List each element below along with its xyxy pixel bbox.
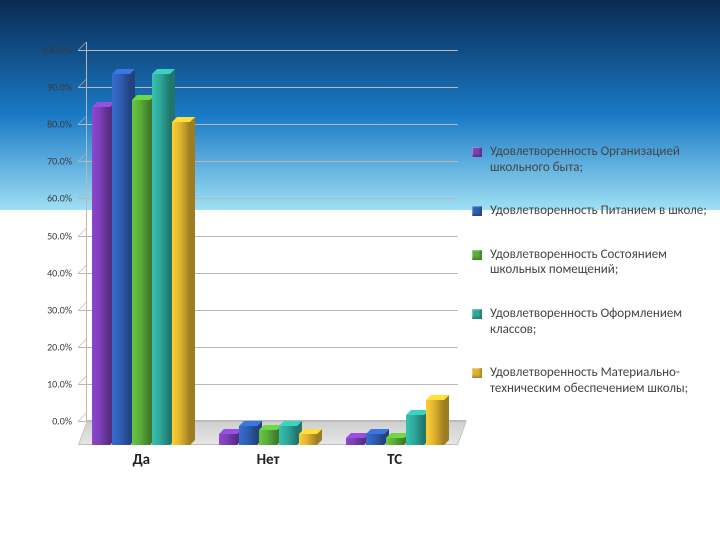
y-tick-label: 30.0%	[47, 303, 72, 316]
legend-swatch	[472, 147, 482, 157]
legend-swatch	[472, 309, 482, 319]
x-category-label: Нет	[257, 451, 280, 469]
x-category-label: ТС	[387, 451, 402, 469]
bar	[259, 430, 277, 445]
y-tick-label: 0.0%	[52, 415, 72, 428]
legend-label: Удовлетворенность Оформлением классов;	[490, 306, 720, 337]
bar	[112, 74, 130, 445]
legend-item: Удовлетворенность Организацией школьного…	[472, 144, 720, 175]
legend-label: Удовлетворенность Питанием в школе;	[490, 203, 720, 219]
bar	[92, 107, 110, 445]
legend-item: Удовлетворенность Оформлением классов;	[472, 306, 720, 337]
bar	[386, 438, 404, 445]
plot-area: ДаНетТС 0.0%10.0%20.0%30.0%40.0%50.0%60.…	[78, 50, 458, 445]
bar	[239, 426, 257, 445]
y-tick-label: 70.0%	[47, 155, 72, 168]
bar	[152, 74, 170, 445]
bar	[426, 400, 444, 445]
legend-label: Удовлетворенность Состоянием школьных по…	[490, 247, 720, 278]
bar	[132, 100, 150, 445]
legend-item: Удовлетворенность Питанием в школе;	[472, 203, 720, 219]
bar	[299, 434, 317, 445]
y-tick-label: 80.0%	[47, 118, 72, 131]
bar	[172, 122, 190, 445]
x-category-label: Да	[133, 451, 151, 469]
legend-swatch	[472, 206, 482, 216]
chart: Да Нет ТС 0.0% 10.0% 20.0% 30.0% 40.0% 50.0% 60.…	[20, 50, 700, 485]
y-tick-label: 90.0%	[47, 81, 72, 94]
legend: Удовлетворенность Организацией школьного…	[472, 144, 720, 424]
y-tick-label: 40.0%	[47, 266, 72, 279]
legend-item: Удовлетворенность Материально-технически…	[472, 365, 720, 396]
y-tick-label: 100.0%	[42, 44, 72, 57]
bar	[346, 438, 364, 445]
legend-item: Удовлетворенность Состоянием школьных по…	[472, 247, 720, 278]
bar	[366, 434, 384, 445]
y-tick-label: 50.0%	[47, 229, 72, 242]
bar	[219, 434, 237, 445]
y-tick-label: 60.0%	[47, 192, 72, 205]
gridline	[78, 50, 458, 51]
legend-swatch	[472, 250, 482, 260]
bar	[406, 415, 424, 445]
gridline	[78, 87, 458, 88]
legend-label: Удовлетворенность Организацией школьного…	[490, 144, 720, 175]
legend-swatch	[472, 368, 482, 378]
bar	[279, 426, 297, 445]
y-tick-label: 10.0%	[47, 377, 72, 390]
legend-label: Удовлетворенность Материально-технически…	[490, 365, 720, 396]
y-tick-label: 20.0%	[47, 340, 72, 353]
